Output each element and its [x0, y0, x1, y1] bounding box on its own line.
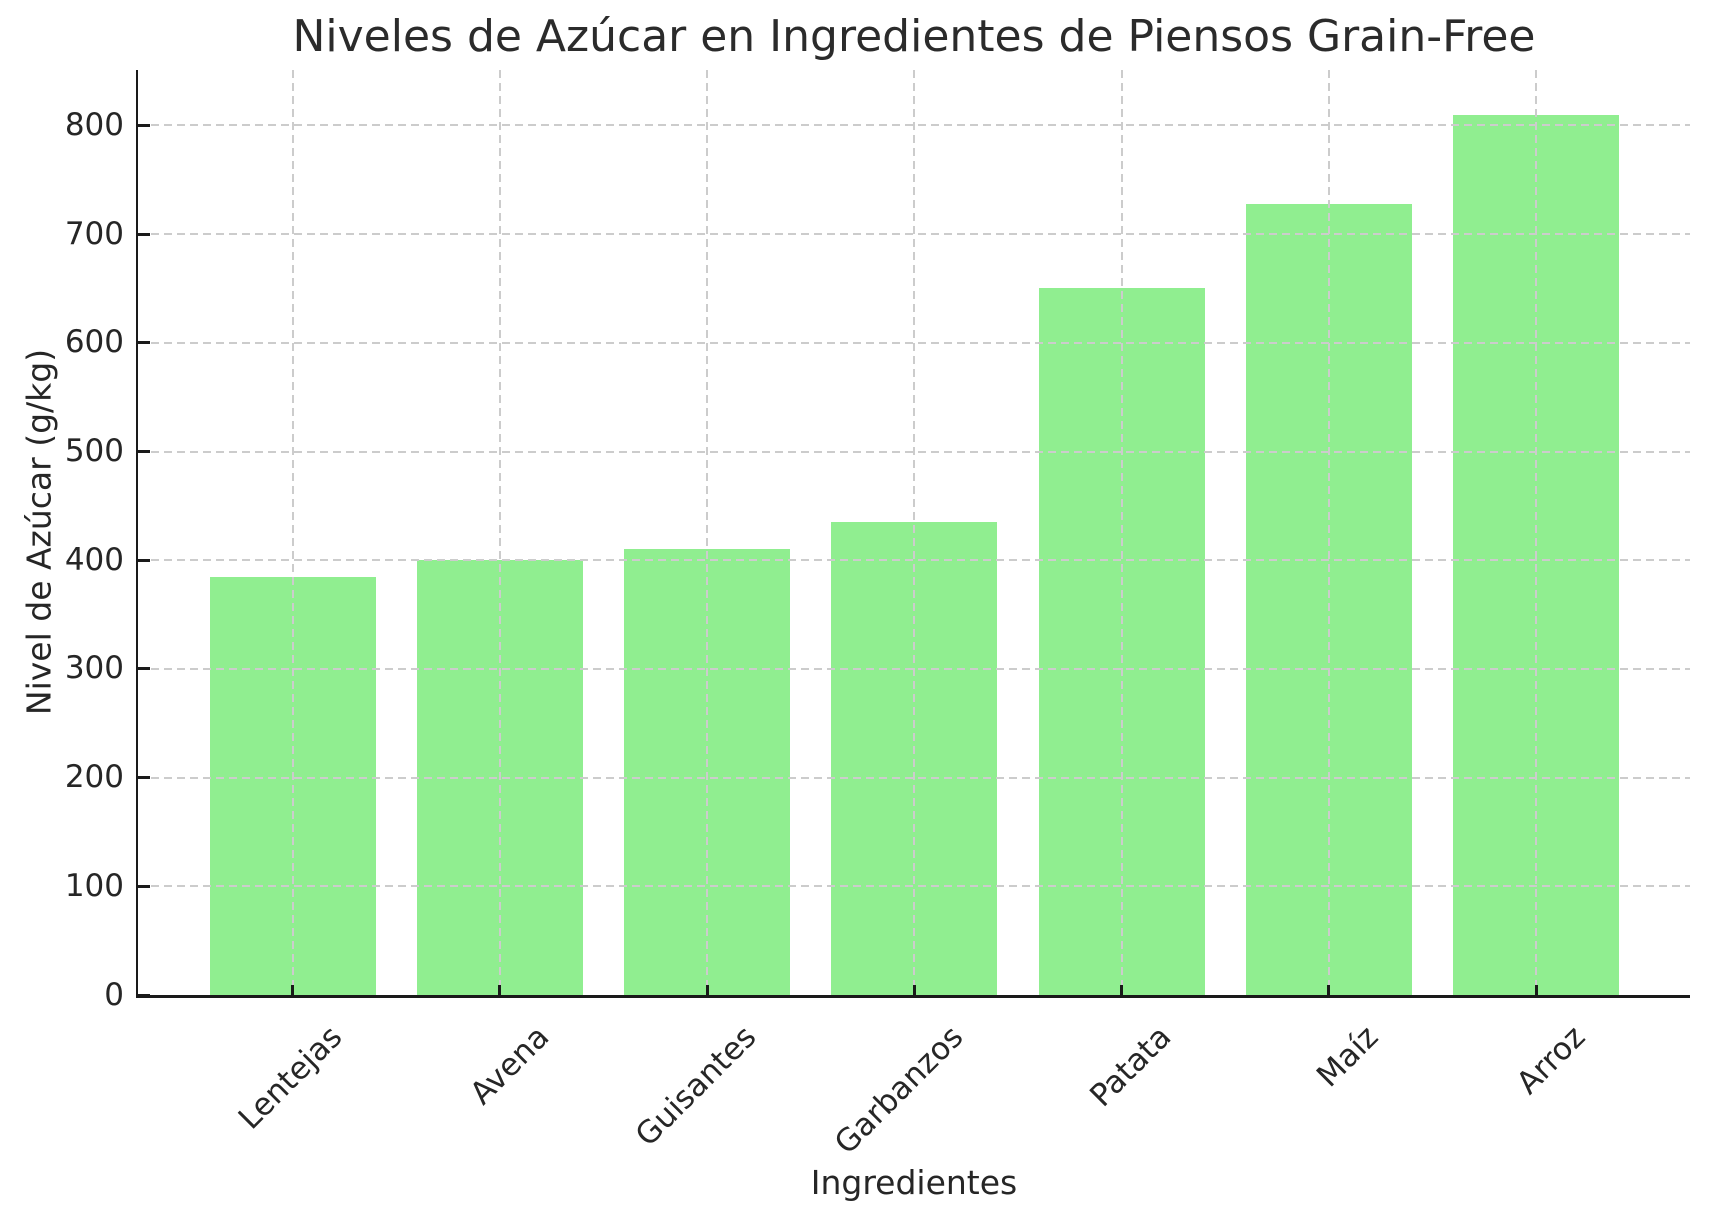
y-tick-800 — [138, 123, 150, 127]
y-tick-label-100: 100 — [64, 867, 124, 904]
y-tick-300 — [138, 667, 150, 671]
y-tick-label-0: 0 — [104, 976, 124, 1013]
x-tick-label-7: Arroz — [1509, 1018, 1593, 1102]
x-tick-label-5: Patata — [1082, 1018, 1178, 1115]
vertical-gridline-2 — [498, 70, 501, 995]
y-tick-label-800: 800 — [64, 106, 124, 143]
y-tick-label-700: 700 — [64, 215, 124, 252]
chart-title: Niveles de Azúcar en Ingredientes de Pie… — [292, 11, 1536, 62]
y-tick-200 — [138, 776, 150, 780]
x-tick-7 — [1534, 985, 1538, 995]
vertical-gridline-1 — [291, 70, 294, 995]
x-axis-spine — [135, 995, 1690, 998]
y-tick-label-500: 500 — [64, 433, 124, 470]
x-tick-4 — [912, 985, 916, 995]
x-tick-label-3: Guisantes — [628, 1018, 764, 1154]
vertical-gridline-7 — [1535, 70, 1537, 995]
x-tick-label-2: Avena — [463, 1018, 557, 1112]
y-axis-spine — [135, 70, 138, 997]
y-tick-label-400: 400 — [64, 541, 124, 578]
y-tick-500 — [138, 450, 150, 454]
x-tick-3 — [705, 985, 709, 995]
vertical-gridline-3 — [706, 70, 708, 995]
y-tick-400 — [138, 558, 150, 562]
x-tick-label-4: Garbanzos — [828, 1018, 971, 1162]
x-tick-6 — [1327, 985, 1331, 995]
y-tick-100 — [138, 884, 150, 888]
y-tick-0 — [138, 993, 150, 997]
vertical-gridline-6 — [1327, 70, 1330, 995]
x-axis-label: Ingredientes — [810, 1163, 1018, 1202]
vertical-gridline-4 — [913, 70, 916, 995]
y-tick-label-300: 300 — [64, 650, 124, 687]
x-tick-label-1: Lentejas — [231, 1018, 349, 1137]
y-tick-label-600: 600 — [64, 324, 124, 361]
x-tick-2 — [498, 985, 502, 995]
y-tick-label-200: 200 — [64, 759, 124, 796]
plot-area — [135, 70, 1690, 998]
vertical-gridline-5 — [1120, 70, 1123, 995]
y-tick-600 — [138, 341, 150, 345]
x-tick-label-6: Maíz — [1309, 1018, 1386, 1095]
x-tick-5 — [1120, 985, 1123, 995]
y-tick-700 — [138, 232, 150, 236]
x-tick-1 — [291, 985, 294, 995]
